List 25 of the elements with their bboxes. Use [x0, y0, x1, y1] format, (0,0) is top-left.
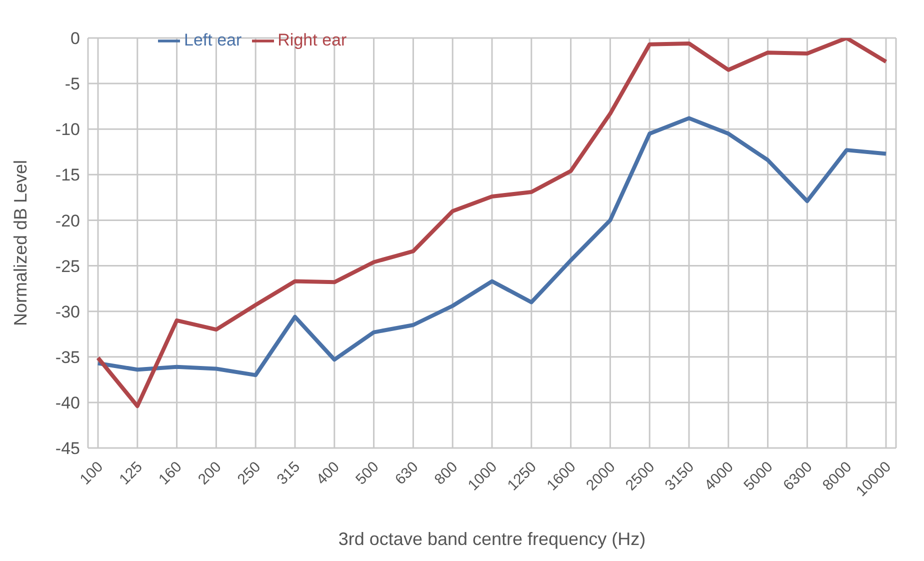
- y-tick-label: -20: [55, 211, 80, 230]
- y-tick-label: -45: [55, 439, 80, 458]
- y-tick-label: -35: [55, 348, 80, 367]
- y-tick-label: -40: [55, 393, 80, 412]
- x-tick-label: 200: [194, 458, 225, 488]
- x-tick-label: 160: [156, 458, 186, 488]
- line-series: [96, 116, 888, 378]
- x-tick-label: 100: [76, 458, 106, 488]
- x-tick-label: 400: [313, 458, 343, 488]
- y-tick-label: -25: [55, 256, 80, 276]
- x-axis-title: 3rd octave band centre frequency (Hz): [338, 529, 646, 549]
- x-tick-label: 500: [352, 458, 382, 488]
- y-tick-label: 0: [70, 29, 80, 48]
- y-tick-label: -15: [55, 166, 80, 185]
- legend-label: Right ear: [278, 30, 347, 50]
- x-tick-label: 315: [274, 458, 304, 488]
- x-tick-label: 250: [234, 458, 264, 488]
- y-tick-label: -10: [55, 120, 80, 140]
- x-tick-label: 800: [431, 458, 462, 488]
- y-axis-title: Normalized dB Level: [10, 160, 30, 326]
- x-tick-label: 125: [116, 458, 146, 488]
- x-tick-label: 630: [392, 458, 422, 488]
- legend-label: Left ear: [184, 30, 242, 50]
- y-tick-label: -30: [55, 302, 80, 322]
- y-tick-label: -5: [64, 74, 80, 94]
